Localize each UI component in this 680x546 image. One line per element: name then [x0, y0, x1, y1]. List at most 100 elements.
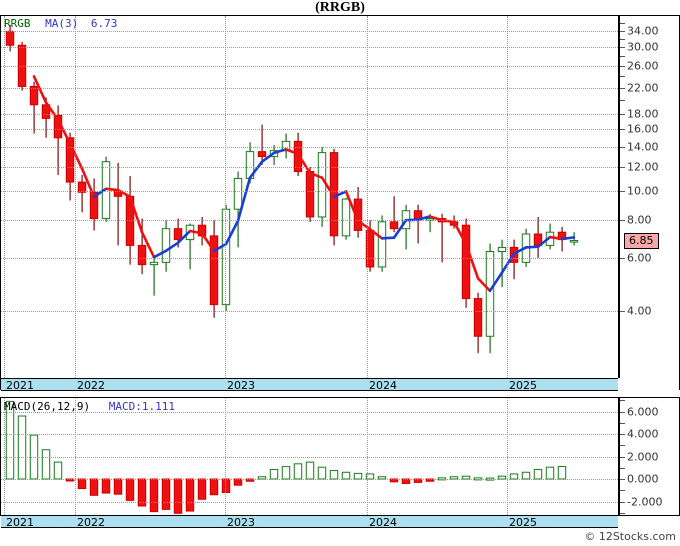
- macd-gridline: [1, 479, 618, 480]
- candle-wick: [117, 162, 119, 246]
- macd-axis-line: [618, 398, 620, 515]
- ma-line-segment: [392, 218, 408, 240]
- candle-body: [377, 221, 387, 268]
- candle-body: [473, 298, 483, 337]
- ma-line-segment: [212, 242, 228, 253]
- candle-body: [497, 246, 507, 253]
- candle-wick: [417, 204, 419, 244]
- price-axis-minor-tick: [620, 257, 625, 259]
- ma-line-segment: [500, 252, 516, 274]
- legend-ma-value: 6.73: [90, 17, 118, 30]
- price-axis-minor-tick: [620, 46, 625, 48]
- legend-symbol: RRGB: [4, 17, 31, 30]
- ma-line-segment: [476, 277, 492, 293]
- candle-body: [389, 221, 399, 230]
- ma-line-segment: [188, 229, 204, 235]
- year-gridline: [225, 16, 226, 378]
- candle-body: [149, 261, 159, 266]
- macd-bar: [317, 466, 327, 480]
- price-candles-svg: [5, 24, 579, 354]
- ma-line-segment: [452, 220, 468, 246]
- price-axis-tick-label: 26.00: [627, 59, 659, 73]
- ma-line-segment: [428, 215, 444, 222]
- year-label: 2023: [227, 516, 255, 529]
- candle-body: [485, 251, 495, 337]
- price-legend: RRGB MA(3) 6.73: [4, 17, 117, 30]
- price-axis-minor-tick: [620, 76, 625, 78]
- ma-line-segment: [464, 242, 480, 280]
- price-axis-minor-tick: [620, 38, 625, 40]
- price-axis-minor-tick: [620, 100, 625, 102]
- macd-gridline: [1, 456, 618, 458]
- candle-wick: [441, 213, 443, 263]
- macd-bar: [557, 466, 567, 480]
- year-label: 2022: [77, 379, 105, 392]
- year-label: 2021: [6, 379, 34, 392]
- price-axis-tick-label: 14.00: [627, 140, 659, 154]
- macd-bar: [125, 478, 135, 501]
- macd-bar: [197, 478, 207, 500]
- price-gridline: [1, 65, 618, 67]
- last-price-tag: 6.85: [624, 232, 659, 249]
- macd-legend-value: MACD:1.111: [108, 400, 175, 413]
- price-gridline: [1, 146, 618, 148]
- macd-axis: 6.000 4.000 2.000 0.000 -2.000: [618, 398, 679, 515]
- price-axis-minor-tick: [620, 167, 625, 169]
- ma-line-segment: [512, 246, 528, 255]
- ma-line-segment: [308, 171, 324, 179]
- price-axis-minor-tick: [620, 65, 625, 67]
- price-x-axis-band: 2021 2022 2023 2024 2025: [1, 378, 618, 392]
- price-axis-tick-label: 30.00: [627, 40, 659, 54]
- price-axis-tick-label: 4.00: [627, 304, 652, 318]
- macd-axis-minor-tick: [620, 467, 625, 469]
- candle-body: [233, 177, 243, 210]
- candle-wick: [393, 196, 395, 233]
- macd-axis-minor-tick: [620, 512, 625, 514]
- macd-axis-minor-tick: [620, 490, 625, 492]
- price-axis-minor-tick: [620, 311, 625, 313]
- price-axis-minor-tick: [620, 23, 625, 25]
- ma-line-segment: [236, 176, 252, 223]
- year-label: 2021: [6, 516, 34, 529]
- ma-line-segment: [80, 167, 96, 199]
- candle-body: [305, 171, 315, 218]
- ma-line-segment: [404, 218, 420, 222]
- candle-body: [257, 151, 267, 158]
- ma-line-segment: [56, 118, 72, 145]
- year-gridline: [367, 16, 368, 378]
- macd-axis-minor-tick: [620, 479, 625, 480]
- candle-wick: [33, 81, 35, 134]
- macd-bar: [17, 415, 27, 480]
- price-axis-minor-tick: [620, 129, 625, 131]
- macd-bar: [221, 478, 231, 493]
- price-gridline: [1, 190, 618, 192]
- macd-bar: [281, 466, 291, 480]
- candle-body: [293, 140, 303, 173]
- price-gridline: [1, 167, 618, 169]
- page-title: (RRGB): [315, 0, 365, 15]
- ma-line-segment: [488, 271, 504, 293]
- candle-body: [461, 224, 471, 300]
- price-axis-minor-tick: [620, 220, 625, 222]
- macd-bar: [161, 478, 171, 510]
- ma-line-segment: [200, 232, 216, 253]
- macd-axis-minor-tick: [620, 456, 625, 458]
- price-axis-line: [618, 16, 620, 378]
- price-axis-tick-label: 16.00: [627, 122, 659, 136]
- candle-body: [29, 85, 39, 106]
- macd-legend-name: MACD(26,12,9): [4, 400, 91, 413]
- macd-axis-tick-label: -2.000: [627, 495, 663, 508]
- ma-line-segment: [380, 236, 396, 240]
- candle-wick: [81, 174, 83, 213]
- candle-wick: [261, 124, 263, 165]
- macd-axis-minor-tick: [620, 501, 625, 503]
- candle-body: [77, 181, 87, 193]
- macd-bar: [533, 468, 543, 480]
- year-label: 2024: [369, 516, 397, 529]
- candle-body: [161, 228, 171, 263]
- price-axis-minor-tick: [620, 113, 625, 115]
- price-axis-tick-label: 6.00: [627, 251, 652, 265]
- price-gridline: [1, 87, 618, 89]
- price-gridline: [1, 113, 618, 115]
- macd-bar: [5, 400, 15, 480]
